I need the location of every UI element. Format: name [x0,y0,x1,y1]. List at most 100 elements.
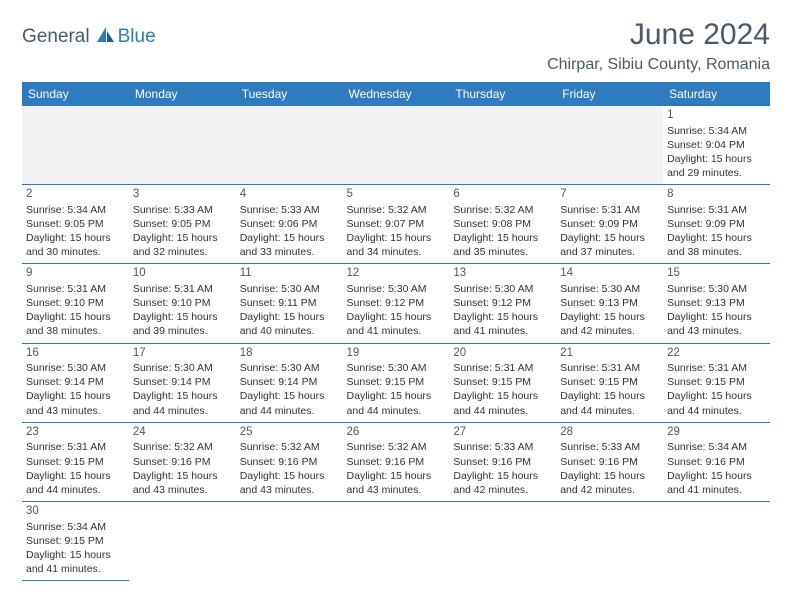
location-text: Chirpar, Sibiu County, Romania [547,56,770,74]
daylight-line: Daylight: 15 hours and 38 minutes. [667,231,766,259]
daylight-line: Daylight: 15 hours and 43 minutes. [240,469,339,497]
sunrise-line: Sunrise: 5:34 AM [26,520,125,534]
calendar-body: 1Sunrise: 5:34 AMSunset: 9:04 PMDaylight… [22,106,770,581]
sunset-line: Sunset: 9:15 PM [347,375,446,389]
day-number: 15 [667,266,766,282]
weekday-sunday: Sunday [22,82,129,106]
day-cell: 8Sunrise: 5:31 AMSunset: 9:09 PMDaylight… [663,185,770,264]
blank-cell [236,502,343,581]
sunrise-line: Sunrise: 5:30 AM [133,361,232,375]
sunset-line: Sunset: 9:16 PM [347,455,446,469]
sunset-line: Sunset: 9:12 PM [453,296,552,310]
daylight-line: Daylight: 15 hours and 43 minutes. [667,310,766,338]
sunrise-line: Sunrise: 5:31 AM [667,203,766,217]
calendar-row: 23Sunrise: 5:31 AMSunset: 9:15 PMDayligh… [22,422,770,501]
day-number: 16 [26,346,125,362]
sunrise-line: Sunrise: 5:33 AM [453,440,552,454]
day-cell: 30Sunrise: 5:34 AMSunset: 9:15 PMDayligh… [22,502,129,581]
day-number: 5 [347,187,446,203]
day-cell: 27Sunrise: 5:33 AMSunset: 9:16 PMDayligh… [449,422,556,501]
day-number: 23 [26,425,125,441]
sunset-line: Sunset: 9:09 PM [560,217,659,231]
daylight-line: Daylight: 15 hours and 44 minutes. [26,469,125,497]
sunset-line: Sunset: 9:16 PM [453,455,552,469]
day-cell: 24Sunrise: 5:32 AMSunset: 9:16 PMDayligh… [129,422,236,501]
sunrise-line: Sunrise: 5:33 AM [133,203,232,217]
daylight-line: Daylight: 15 hours and 43 minutes. [347,469,446,497]
day-number: 29 [667,425,766,441]
sunset-line: Sunset: 9:15 PM [26,455,125,469]
sunset-line: Sunset: 9:11 PM [240,296,339,310]
day-number: 1 [667,108,766,124]
sunset-line: Sunset: 9:13 PM [667,296,766,310]
day-cell: 19Sunrise: 5:30 AMSunset: 9:15 PMDayligh… [343,343,450,422]
daylight-line: Daylight: 15 hours and 37 minutes. [560,231,659,259]
blank-cell [449,106,556,185]
daylight-line: Daylight: 15 hours and 44 minutes. [240,389,339,417]
calendar-row: 30Sunrise: 5:34 AMSunset: 9:15 PMDayligh… [22,502,770,581]
daylight-line: Daylight: 15 hours and 41 minutes. [453,310,552,338]
sunrise-line: Sunrise: 5:30 AM [26,361,125,375]
daylight-line: Daylight: 15 hours and 41 minutes. [26,548,125,576]
sunrise-line: Sunrise: 5:30 AM [240,361,339,375]
daylight-line: Daylight: 15 hours and 44 minutes. [347,389,446,417]
day-number: 25 [240,425,339,441]
daylight-line: Daylight: 15 hours and 42 minutes. [453,469,552,497]
sunrise-line: Sunrise: 5:30 AM [453,282,552,296]
daylight-line: Daylight: 15 hours and 38 minutes. [26,310,125,338]
sunset-line: Sunset: 9:14 PM [133,375,232,389]
weekday-tuesday: Tuesday [236,82,343,106]
sunrise-line: Sunrise: 5:31 AM [133,282,232,296]
day-number: 10 [133,266,232,282]
weekday-monday: Monday [129,82,236,106]
header-row: General Blue June 2024 Chirpar, Sibiu Co… [22,18,770,74]
weekday-thursday: Thursday [449,82,556,106]
sunset-line: Sunset: 9:16 PM [667,455,766,469]
day-cell: 23Sunrise: 5:31 AMSunset: 9:15 PMDayligh… [22,422,129,501]
day-cell: 11Sunrise: 5:30 AMSunset: 9:11 PMDayligh… [236,264,343,343]
day-cell: 14Sunrise: 5:30 AMSunset: 9:13 PMDayligh… [556,264,663,343]
day-cell: 28Sunrise: 5:33 AMSunset: 9:16 PMDayligh… [556,422,663,501]
sunset-line: Sunset: 9:14 PM [26,375,125,389]
day-cell: 20Sunrise: 5:31 AMSunset: 9:15 PMDayligh… [449,343,556,422]
day-cell: 1Sunrise: 5:34 AMSunset: 9:04 PMDaylight… [663,106,770,185]
daylight-line: Daylight: 15 hours and 39 minutes. [133,310,232,338]
day-cell: 18Sunrise: 5:30 AMSunset: 9:14 PMDayligh… [236,343,343,422]
daylight-line: Daylight: 15 hours and 33 minutes. [240,231,339,259]
day-number: 27 [453,425,552,441]
day-number: 30 [26,504,125,520]
sunrise-line: Sunrise: 5:30 AM [347,361,446,375]
blank-cell [343,502,450,581]
sunrise-line: Sunrise: 5:31 AM [453,361,552,375]
day-number: 26 [347,425,446,441]
day-cell: 10Sunrise: 5:31 AMSunset: 9:10 PMDayligh… [129,264,236,343]
blank-cell [449,502,556,581]
daylight-line: Daylight: 15 hours and 30 minutes. [26,231,125,259]
day-number: 21 [560,346,659,362]
day-cell: 15Sunrise: 5:30 AMSunset: 9:13 PMDayligh… [663,264,770,343]
day-number: 18 [240,346,339,362]
sunset-line: Sunset: 9:05 PM [26,217,125,231]
page-title: June 2024 [547,18,770,52]
day-cell: 3Sunrise: 5:33 AMSunset: 9:05 PMDaylight… [129,185,236,264]
day-number: 2 [26,187,125,203]
sunrise-line: Sunrise: 5:33 AM [240,203,339,217]
daylight-line: Daylight: 15 hours and 35 minutes. [453,231,552,259]
sunset-line: Sunset: 9:10 PM [133,296,232,310]
sunset-line: Sunset: 9:15 PM [667,375,766,389]
sunset-line: Sunset: 9:06 PM [240,217,339,231]
day-number: 17 [133,346,232,362]
day-cell: 29Sunrise: 5:34 AMSunset: 9:16 PMDayligh… [663,422,770,501]
day-number: 13 [453,266,552,282]
sunset-line: Sunset: 9:10 PM [26,296,125,310]
sunset-line: Sunset: 9:15 PM [453,375,552,389]
sunset-line: Sunset: 9:05 PM [133,217,232,231]
day-number: 4 [240,187,339,203]
daylight-line: Daylight: 15 hours and 42 minutes. [560,310,659,338]
sunset-line: Sunset: 9:15 PM [560,375,659,389]
daylight-line: Daylight: 15 hours and 41 minutes. [667,469,766,497]
daylight-line: Daylight: 15 hours and 43 minutes. [26,389,125,417]
blank-cell [343,106,450,185]
sunrise-line: Sunrise: 5:34 AM [26,203,125,217]
day-number: 3 [133,187,232,203]
